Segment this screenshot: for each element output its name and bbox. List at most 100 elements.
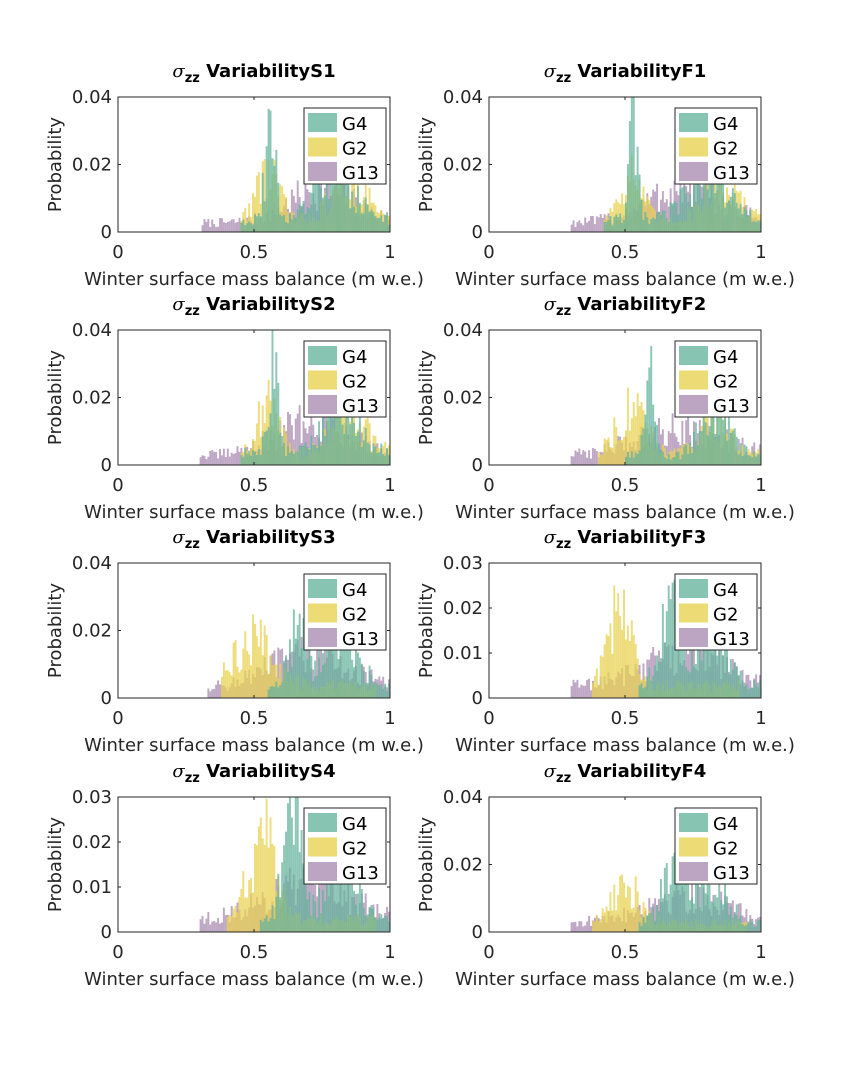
bar-G4	[634, 175, 637, 232]
bar-G4	[306, 659, 309, 698]
bar-G4	[368, 444, 371, 465]
bar-G4	[341, 183, 344, 232]
bar-G2	[609, 892, 612, 932]
y-tick-label: 0.01	[443, 643, 483, 664]
bar-G4	[355, 435, 357, 465]
bar-G4	[658, 212, 660, 232]
bar-G4	[267, 921, 270, 932]
bar-G2	[281, 186, 284, 232]
bar-G4	[673, 457, 676, 465]
bar-G4	[331, 874, 334, 932]
bar-G4	[749, 919, 752, 932]
bar-G13	[572, 456, 575, 465]
bar-G2	[628, 430, 631, 465]
bar-G4	[259, 216, 262, 232]
bar-G4	[362, 908, 365, 932]
bar-G4	[288, 639, 291, 698]
bar-G4	[689, 442, 692, 465]
bar-G4	[687, 878, 690, 932]
bar-G4	[263, 201, 266, 232]
bar-G13	[586, 457, 589, 465]
bar-G4	[349, 859, 352, 932]
x-tick-label: 1	[384, 242, 395, 263]
bar-G4	[345, 872, 348, 932]
bar-G4	[318, 421, 321, 465]
bar-G4	[648, 913, 651, 932]
bar-G4	[642, 219, 645, 232]
bar-G2	[601, 454, 604, 465]
legend-swatch	[679, 162, 708, 181]
bar-G2	[615, 611, 618, 698]
bar-G13	[277, 647, 280, 698]
x-tick-label: 0.5	[240, 475, 269, 496]
bar-G4	[640, 199, 643, 232]
bar-G2	[261, 655, 264, 698]
bar-G4	[382, 221, 385, 232]
bar-G4	[642, 688, 645, 698]
bar-G2	[246, 897, 249, 932]
bar-G4	[269, 918, 272, 932]
bar-G13	[584, 925, 587, 932]
bar-G4	[318, 887, 321, 932]
bar-G2	[611, 910, 614, 932]
bar-G4	[277, 873, 280, 932]
bar-G4	[275, 681, 278, 698]
bar-G13	[215, 684, 218, 698]
bar-G4	[368, 665, 371, 698]
bar-G4	[288, 452, 291, 465]
bar-G4	[252, 450, 255, 465]
y-tick-label: 0.02	[443, 598, 483, 619]
bar-G2	[368, 423, 371, 465]
bar-G4	[698, 186, 701, 232]
bar-G4	[290, 219, 293, 232]
bar-G2	[265, 634, 268, 698]
bar-G4	[743, 207, 746, 232]
bar-G4	[248, 221, 251, 232]
bar-G4	[642, 428, 645, 465]
bar-G2	[226, 670, 229, 698]
bar-G4	[358, 202, 361, 232]
bar-G13	[298, 405, 301, 465]
bar-G4	[374, 446, 377, 465]
bar-G13	[755, 919, 758, 932]
bar-G13	[222, 907, 225, 932]
bar-G4	[351, 391, 354, 465]
bar-G13	[576, 926, 579, 932]
legend: G4 G2 G13	[674, 107, 758, 185]
x-axis-label: Winter surface mass balance (m w.e.)	[84, 502, 424, 523]
bar-G4	[720, 900, 723, 932]
bar-G13	[586, 921, 589, 932]
bar-G4	[644, 414, 647, 465]
bar-G4	[727, 200, 730, 232]
bar-G4	[259, 455, 262, 465]
bar-G4	[737, 208, 740, 232]
bar-G4	[658, 443, 660, 465]
bar-G4	[658, 661, 660, 698]
bar-G4	[244, 225, 247, 232]
bar-G4	[339, 176, 342, 232]
bar-G13	[220, 455, 223, 465]
bar-G13	[222, 222, 225, 232]
bar-G2	[630, 908, 633, 932]
bar-G2	[609, 446, 612, 465]
bar-G4	[308, 208, 311, 232]
bar-G13	[667, 431, 670, 465]
bar-G4	[669, 599, 672, 698]
bar-G4	[626, 451, 629, 465]
legend-label: G2	[342, 839, 367, 860]
legend-swatch	[679, 370, 708, 390]
x-tick-label: 0	[112, 708, 123, 729]
bar-G4	[706, 435, 709, 465]
bar-G13	[656, 183, 659, 232]
bar-G13	[667, 206, 670, 232]
bar-G4	[384, 915, 387, 932]
bar-G4	[735, 202, 738, 232]
bar-G13	[288, 414, 291, 465]
bar-G13	[220, 922, 223, 932]
legend-label: G2	[342, 139, 367, 160]
x-axis-label: Winter surface mass balance (m w.e.)	[455, 502, 795, 523]
bar-G4	[294, 452, 297, 465]
bar-G13	[599, 214, 602, 232]
bar-G4	[722, 419, 725, 465]
bar-G2	[257, 646, 260, 698]
